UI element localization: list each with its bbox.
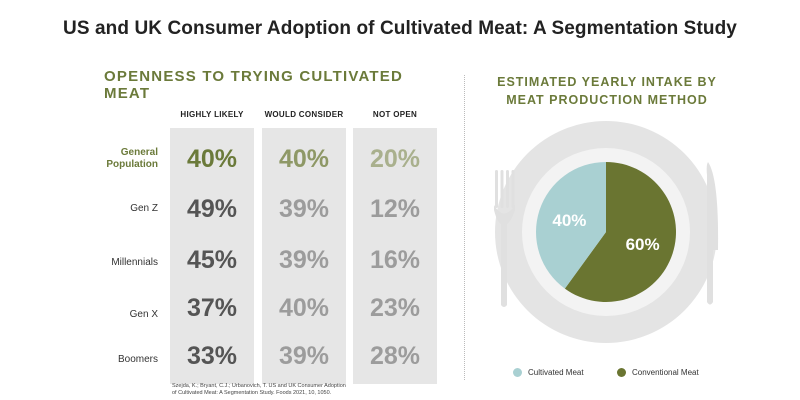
cell-general-would-consider: 40%: [278, 145, 330, 173]
legend-item-conventional: Conventional Meat: [617, 368, 699, 377]
row-label-boomers: Boomers: [117, 354, 158, 365]
row-label-general-population: General Population: [106, 147, 158, 170]
pie-label-conventional: 60%: [626, 235, 660, 254]
fork-icon: [494, 170, 515, 307]
pie-labels: 60% 40%: [552, 211, 659, 254]
cell-general-not-open: 20%: [369, 145, 421, 173]
column-header-not-open: NOT OPEN: [372, 110, 418, 119]
cell-genz-would-consider: 39%: [278, 195, 330, 223]
column-header-highly-likely: HIGHLY LIKELY: [180, 110, 244, 119]
row-label-millennials: Millennials: [111, 257, 158, 268]
pie-chart-title: ESTIMATED YEARLY INTAKE BY MEAT PRODUCTI…: [497, 75, 717, 107]
cell-boomers-not-open: 28%: [369, 342, 421, 370]
row-label-gen-x: Gen X: [129, 309, 158, 320]
cell-boomers-would-consider: 39%: [278, 342, 330, 370]
column-header-would-consider: WOULD CONSIDER: [264, 110, 344, 119]
cell-millennials-would-consider: 39%: [278, 246, 330, 274]
pie-slices: [536, 162, 676, 303]
cell-genz-highly-likely: 49%: [186, 195, 238, 223]
cell-genx-not-open: 23%: [369, 294, 421, 322]
knife-icon: [706, 162, 719, 305]
openness-heading: OPENNESS TO TRYING CULTIVATED MEAT: [104, 68, 403, 102]
legend-label-conventional: Conventional Meat: [632, 368, 699, 377]
cell-millennials-highly-likely: 45%: [186, 246, 238, 274]
pie-slice-cultivated: [536, 162, 606, 289]
row-label-gen-z: Gen Z: [130, 203, 158, 214]
cell-genz-not-open: 12%: [369, 195, 421, 223]
cell-general-highly-likely: 40%: [186, 145, 238, 173]
cell-boomers-highly-likely: 33%: [186, 342, 238, 370]
pie-slice-conventional: [564, 162, 676, 303]
column-highly-likely-bg: [170, 128, 254, 384]
legend-swatch-cultivated: [513, 368, 522, 377]
panel-divider: [464, 75, 465, 380]
cell-genx-would-consider: 40%: [278, 294, 330, 322]
column-would-consider-bg: [262, 128, 346, 384]
legend-swatch-conventional: [617, 368, 626, 377]
cell-genx-highly-likely: 37%: [186, 294, 238, 322]
legend-item-cultivated: Cultivated Meat: [513, 368, 584, 377]
legend-label-cultivated: Cultivated Meat: [528, 368, 584, 377]
cell-millennials-not-open: 16%: [369, 246, 421, 274]
page-title: US and UK Consumer Adoption of Cultivate…: [63, 18, 737, 39]
citation: Szejda, K.; Bryant, C.J.; Urbanovich, T.…: [172, 383, 346, 396]
pie-label-cultivated: 40%: [552, 211, 586, 230]
column-not-open-bg: [353, 128, 437, 384]
